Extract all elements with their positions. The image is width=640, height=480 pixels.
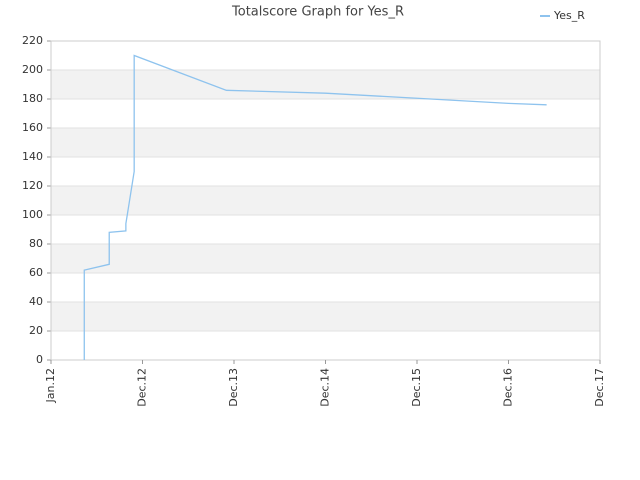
x-tick-label: Dec.13: [227, 368, 240, 407]
y-tick-label: 80: [29, 237, 43, 250]
grid-band: [51, 128, 600, 157]
x-tick-label: Jan.12: [44, 368, 57, 403]
x-tick-label: Dec.14: [319, 368, 332, 407]
x-tick-label: Dec.17: [593, 368, 606, 407]
y-tick-label: 120: [22, 179, 43, 192]
y-tick-label: 60: [29, 266, 43, 279]
y-tick-label: 20: [29, 324, 43, 337]
grid-band: [51, 244, 600, 273]
grid-band: [51, 186, 600, 215]
x-tick-label: Dec.16: [502, 368, 515, 407]
legend-label: Yes_R: [553, 9, 585, 22]
y-tick-label: 160: [22, 121, 43, 134]
line: [83, 54, 547, 360]
y-tick-label: 180: [22, 92, 43, 105]
y-tick-label: 40: [29, 295, 43, 308]
y-tick-label: 0: [36, 353, 43, 366]
grid-band: [51, 70, 600, 99]
grid-band: [51, 302, 600, 331]
y-tick-label: 200: [22, 63, 43, 76]
y-tick-label: 220: [22, 34, 43, 47]
chart-title: Totalscore Graph for Yes_R: [231, 5, 404, 20]
y-tick-label: 140: [22, 150, 43, 163]
x-tick-label: Dec.12: [136, 368, 149, 407]
x-tick-label: Dec.15: [410, 368, 423, 407]
y-tick-label: 100: [22, 208, 43, 221]
